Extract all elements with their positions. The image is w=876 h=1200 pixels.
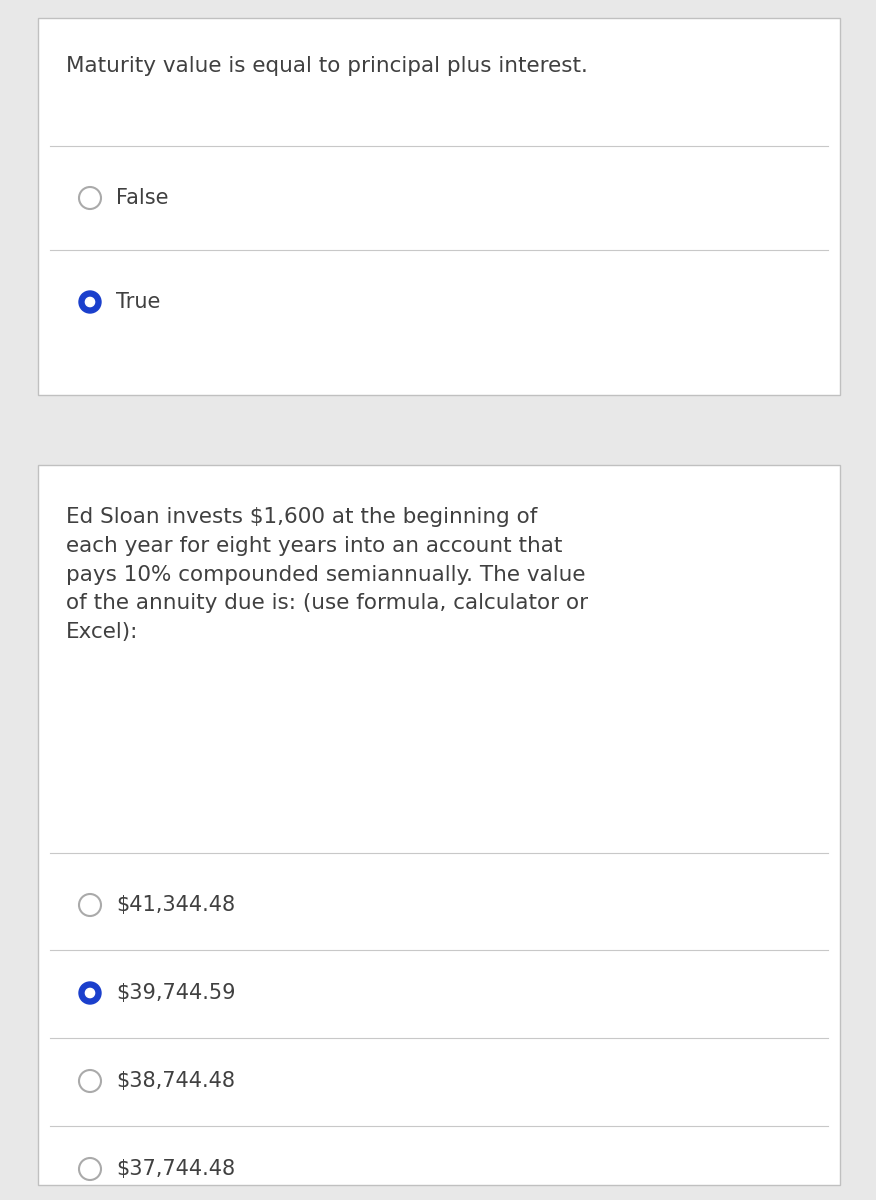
Text: $39,744.59: $39,744.59	[116, 983, 236, 1003]
Text: Ed Sloan invests $1,600 at the beginning of
each year for eight years into an ac: Ed Sloan invests $1,600 at the beginning…	[66, 506, 588, 642]
Text: $38,744.48: $38,744.48	[116, 1070, 235, 1091]
FancyBboxPatch shape	[38, 464, 840, 1186]
Text: True: True	[116, 292, 160, 312]
Text: False: False	[116, 188, 168, 208]
Text: Maturity value is equal to principal plus interest.: Maturity value is equal to principal plu…	[66, 56, 588, 76]
Circle shape	[85, 298, 95, 307]
Circle shape	[85, 989, 95, 997]
Text: $37,744.48: $37,744.48	[116, 1159, 235, 1178]
Text: $41,344.48: $41,344.48	[116, 895, 235, 914]
Circle shape	[79, 290, 101, 313]
FancyBboxPatch shape	[38, 18, 840, 395]
Circle shape	[79, 982, 101, 1004]
